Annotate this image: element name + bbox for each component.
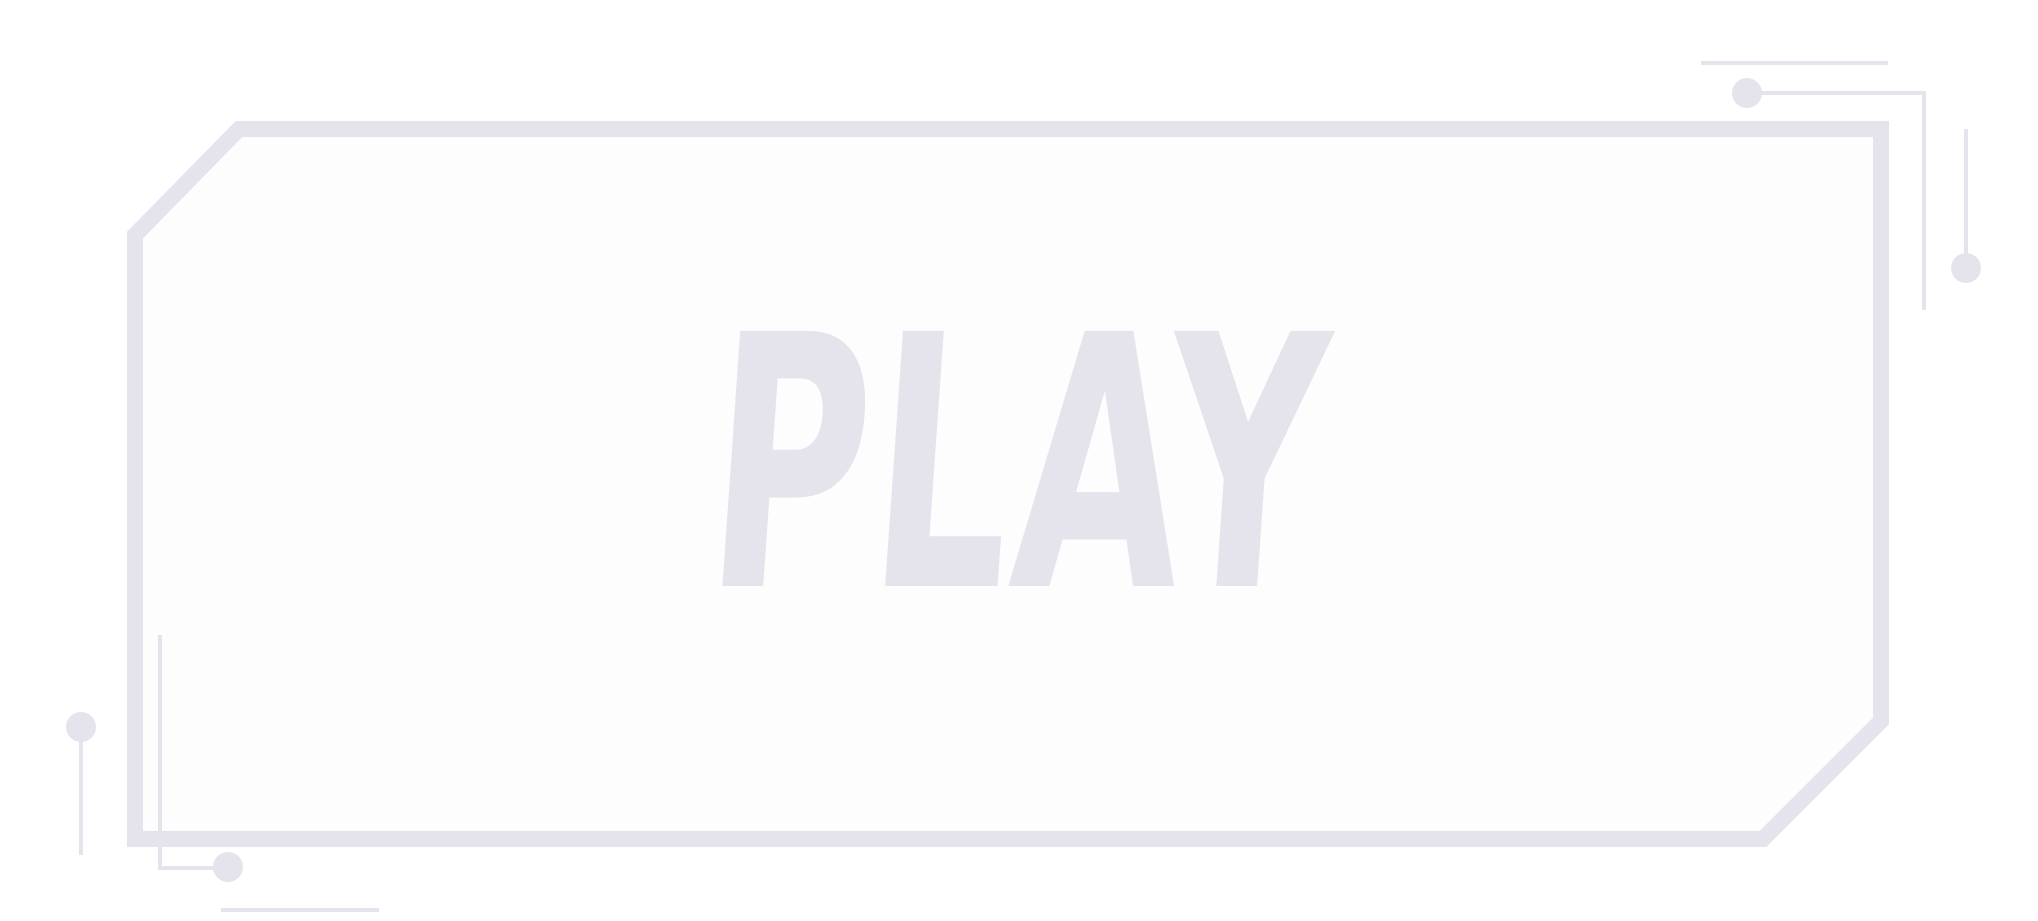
bottom-left-circuit-icon [66, 635, 379, 912]
top-right-circuit-icon [1701, 61, 1981, 310]
play-button-panel[interactable] [127, 121, 1889, 847]
